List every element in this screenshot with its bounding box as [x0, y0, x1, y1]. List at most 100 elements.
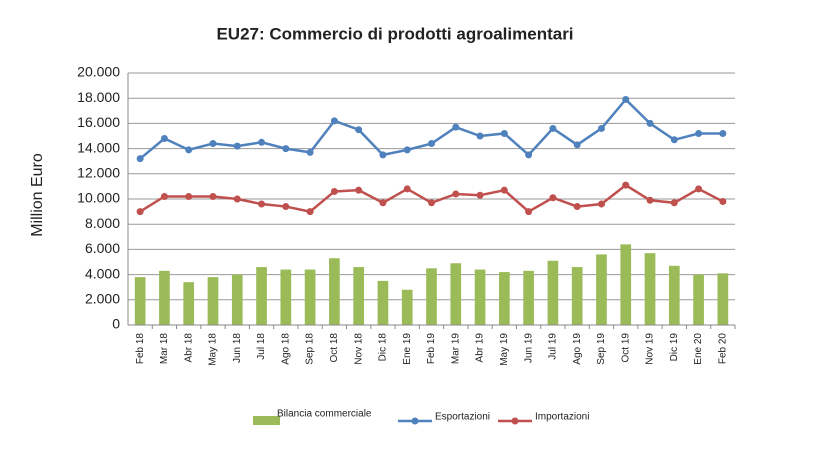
point [573, 203, 581, 211]
point [185, 146, 193, 154]
point [428, 199, 435, 207]
point [258, 138, 266, 146]
x-tick-label: Feb 19 [426, 333, 437, 365]
bar [280, 269, 292, 325]
bar [159, 270, 170, 325]
bar [498, 272, 510, 325]
x-tick-label: Nov 19 [645, 333, 656, 365]
legend-marker [411, 417, 419, 425]
point [549, 124, 557, 132]
point [185, 192, 193, 200]
point [233, 195, 241, 203]
line [139, 97, 723, 160]
point [379, 199, 387, 207]
point [330, 117, 338, 125]
x-tick-label: Ago 18 [280, 333, 291, 365]
point [136, 155, 144, 163]
point [622, 181, 630, 189]
point [695, 185, 703, 193]
bar [523, 270, 534, 325]
legend-label: Esportazioni [435, 412, 490, 423]
x-tick-label: Oct 19 [620, 333, 631, 363]
x-tick-label: Ene 19 [402, 333, 413, 365]
point [452, 190, 460, 198]
x-tick-label: Nov 18 [353, 333, 364, 365]
bar [401, 289, 413, 325]
y-tick-label: 6.000 [85, 240, 120, 256]
x-tick-label: Jun 19 [523, 333, 534, 363]
legend-label: Bilancia commerciale [277, 409, 372, 420]
point [719, 198, 727, 206]
y-axis-label: Million Euro [29, 153, 46, 237]
x-tick-label: Mar 18 [159, 333, 170, 365]
point [525, 208, 533, 216]
bar [571, 267, 583, 325]
y-tick-label: 4.000 [85, 265, 120, 281]
x-tick-label: Jul 18 [256, 333, 267, 360]
x-tick-label: Feb 20 [718, 333, 729, 365]
line [139, 183, 724, 214]
y-tick-label: 12.000 [77, 165, 120, 181]
bar [353, 267, 365, 325]
point [209, 140, 217, 148]
point [403, 146, 411, 154]
point [622, 95, 630, 103]
y-tick-label: 8.000 [85, 215, 120, 231]
point [306, 148, 314, 156]
y-tick-label: 18.000 [77, 89, 120, 105]
point [160, 135, 168, 143]
bar [304, 269, 316, 325]
legend-marker [511, 417, 519, 425]
legend-label: Importazioni [535, 412, 589, 423]
point [403, 185, 411, 193]
point [282, 203, 290, 211]
x-tick-label: Sep 19 [596, 333, 607, 365]
bar [693, 274, 704, 325]
point [549, 194, 557, 202]
point [258, 200, 266, 208]
x-tick-label: Abr 18 [183, 333, 194, 363]
point [330, 187, 338, 195]
x-tick-label: Mar 19 [450, 333, 461, 365]
x-tick-label: Feb 18 [135, 333, 146, 365]
point [428, 140, 435, 148]
bar [474, 269, 486, 325]
bar [329, 258, 340, 325]
point [597, 200, 605, 208]
point [379, 151, 387, 159]
point [719, 129, 727, 137]
y-tick-label: 2.000 [85, 291, 120, 307]
bar [596, 254, 607, 325]
point [452, 123, 460, 131]
point [695, 129, 703, 137]
x-tick-label: May 19 [499, 333, 510, 366]
point [670, 136, 678, 144]
x-tick-label: Oct 18 [329, 333, 340, 363]
y-tick-label: 10.000 [77, 190, 120, 206]
point [476, 132, 484, 140]
point [597, 124, 605, 132]
y-tick-label: 14.000 [77, 139, 120, 155]
bar [207, 277, 219, 325]
bar [377, 280, 389, 325]
point [670, 199, 678, 207]
y-tick-label: 0 [112, 316, 120, 332]
bar [256, 267, 267, 325]
x-tick-label: Dic 19 [669, 333, 680, 362]
point [233, 142, 241, 150]
bar [426, 268, 437, 325]
x-tick-label: Ago 19 [572, 333, 583, 365]
bar [183, 282, 195, 325]
bar [450, 263, 462, 325]
point [476, 191, 484, 199]
bar [134, 277, 146, 325]
point [500, 186, 508, 194]
x-tick-label: May 18 [208, 333, 219, 366]
bar [668, 265, 680, 325]
point [136, 208, 144, 216]
x-tick-label: Abr 19 [475, 333, 486, 363]
x-tick-label: Jul 19 [548, 333, 559, 360]
point [306, 208, 314, 216]
x-tick-label: Dic 18 [378, 333, 389, 362]
